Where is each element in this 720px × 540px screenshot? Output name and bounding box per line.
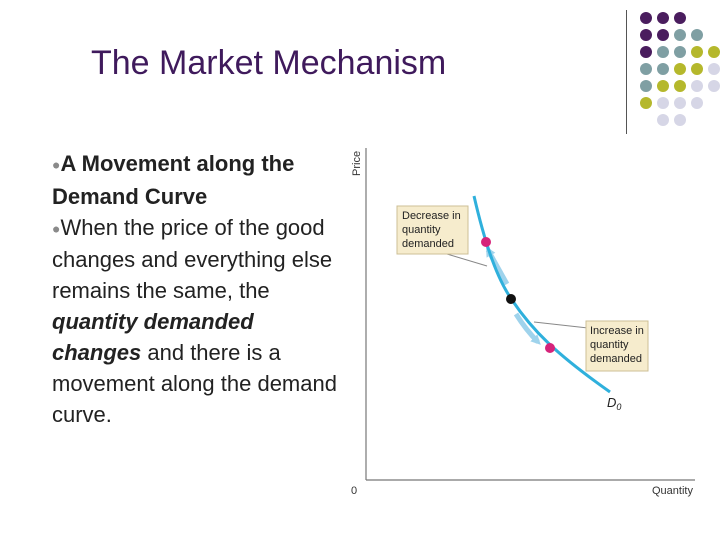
point-lower-price xyxy=(545,343,555,353)
curve-label-subscript: 0 xyxy=(616,402,621,412)
decorative-divider xyxy=(626,10,627,134)
decor-dot xyxy=(674,97,686,109)
callout-decrease-line: demanded xyxy=(402,238,454,250)
decor-dot xyxy=(674,12,686,24)
decor-dot xyxy=(640,46,652,58)
decor-dot xyxy=(674,46,686,58)
decor-dot xyxy=(657,29,669,41)
slide-body: ●A Movement along the Demand Curve ●When… xyxy=(52,148,342,430)
decor-dot xyxy=(691,97,703,109)
bullet-2: ●When the price of the good changes and … xyxy=(52,212,342,431)
decor-dot xyxy=(691,80,703,92)
origin-label: 0 xyxy=(351,485,357,497)
decor-dot xyxy=(657,114,669,126)
callout-decrease-line: Decrease in xyxy=(402,210,461,222)
callout-decrease-line: quantity xyxy=(402,224,441,236)
slide-title: The Market Mechanism xyxy=(91,44,447,82)
decor-dot xyxy=(640,63,652,75)
decor-dot xyxy=(640,29,652,41)
decor-dot xyxy=(657,46,669,58)
decor-dot xyxy=(691,29,703,41)
decor-dot xyxy=(640,12,652,24)
movement-arrow-down xyxy=(513,312,541,345)
bullet-dot-icon: ● xyxy=(52,220,61,237)
decor-dot xyxy=(657,97,669,109)
decor-dot xyxy=(674,114,686,126)
decor-dot xyxy=(708,46,720,58)
decor-dot xyxy=(640,97,652,109)
bullet-2-text-a: When the price of the good changes and e… xyxy=(52,214,333,304)
decor-dot xyxy=(674,29,686,41)
decor-dot xyxy=(640,80,652,92)
decor-dot xyxy=(657,63,669,75)
decor-dot xyxy=(708,63,720,75)
callout-increase-line: Increase in xyxy=(590,325,644,337)
bullet-dot-icon: ● xyxy=(52,156,61,173)
callout-increase-line: quantity xyxy=(590,339,629,351)
callout-decrease-box xyxy=(396,205,469,255)
callout-increase-box xyxy=(585,320,649,372)
bullet-2-emphasis: quantity demanded changes xyxy=(52,309,254,366)
callout-decrease: Decrease in quantity demanded xyxy=(396,205,469,255)
callout-increase-line: demanded xyxy=(590,353,642,365)
bullet-1-text: A Movement along the Demand Curve xyxy=(52,151,295,209)
decor-dot xyxy=(674,80,686,92)
bullet-1: ●A Movement along the Demand Curve xyxy=(52,148,342,212)
point-initial xyxy=(506,294,516,304)
decor-dot xyxy=(708,80,720,92)
decor-dot xyxy=(691,46,703,58)
demand-curve-diagram: Price Quantity 0 Decrease in quantity de… xyxy=(351,148,695,497)
point-higher-price xyxy=(481,237,491,247)
bullet-2-text-b: and there is a movement along the demand… xyxy=(52,340,337,428)
decor-dot xyxy=(657,80,669,92)
decor-dot xyxy=(691,63,703,75)
decor-dot xyxy=(657,12,669,24)
decor-dot xyxy=(674,63,686,75)
callout-increase: Increase in quantity demanded xyxy=(585,320,649,372)
x-axis-label: Quantity xyxy=(652,485,693,497)
leader-line-decrease xyxy=(446,253,488,267)
curve-label: D0 xyxy=(607,395,621,412)
y-axis-label: Price xyxy=(351,151,363,176)
leader-line-increase xyxy=(533,321,589,329)
